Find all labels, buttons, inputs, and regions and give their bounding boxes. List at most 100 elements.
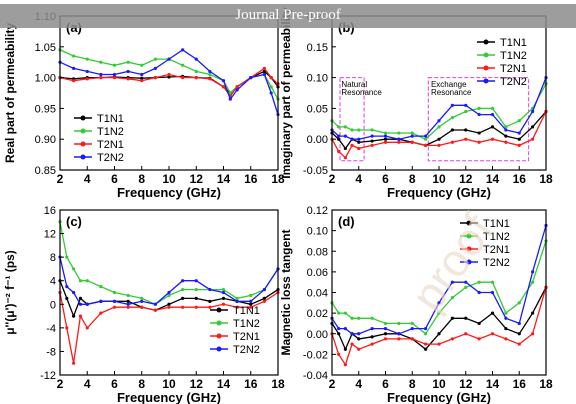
panel-label: (d)	[338, 214, 355, 229]
data-point-T1N1	[383, 332, 388, 336]
data-point-T2N2	[249, 299, 253, 303]
data-point-T1N2	[410, 321, 414, 326]
data-point-T1N2	[343, 125, 347, 129]
data-point-T2N1	[153, 76, 157, 80]
natural-resonance-box	[339, 77, 365, 162]
data-point-T2N2	[99, 72, 103, 77]
data-point-T1N1	[337, 332, 341, 336]
data-point-T2N2	[464, 280, 468, 284]
y-tick-label: -0.04	[303, 370, 328, 382]
data-point-T2N2	[112, 72, 117, 77]
data-point-T2N2	[517, 131, 521, 135]
x-axis-label: Frequency (GHz)	[117, 390, 221, 404]
data-point-T2N1	[517, 342, 521, 346]
legend-marker	[216, 320, 222, 326]
legend-marker	[466, 220, 472, 226]
data-point-T1N2	[337, 125, 341, 129]
data-point-T2N2	[531, 109, 535, 114]
data-point-T2N1	[78, 314, 83, 318]
y-tick-label: 0.05	[307, 103, 328, 115]
data-point-T2N1	[504, 337, 508, 341]
pre-proof-banner-text: Journal Pre-proof	[235, 7, 341, 23]
data-point-T1N2	[350, 316, 354, 320]
data-point-T2N2	[228, 97, 232, 101]
data-point-T2N2	[350, 332, 354, 336]
data-point-T2N1	[350, 143, 354, 147]
y-tick-label: 0.85	[35, 165, 56, 177]
data-point-T2N1	[72, 361, 76, 365]
data-point-T1N1	[140, 76, 144, 80]
x-tick-label: 4	[84, 377, 91, 391]
data-point-T1N1	[343, 347, 347, 351]
data-point-T2N1	[531, 137, 535, 141]
data-point-T1N2	[221, 287, 226, 292]
data-point-T1N2	[343, 311, 347, 315]
data-point-T1N1	[194, 296, 198, 300]
data-point-T1N2	[72, 267, 76, 271]
x-tick-label: 16	[244, 377, 258, 391]
legend-marker	[483, 78, 489, 84]
data-point-T1N2	[140, 63, 144, 67]
data-point-T1N1	[126, 299, 130, 303]
legend-marker	[466, 233, 472, 239]
data-point-T2N2	[126, 69, 130, 74]
y-tick-label: 1.05	[35, 42, 56, 54]
data-point-T1N2	[424, 332, 428, 336]
data-point-T1N1	[517, 332, 521, 336]
data-point-T2N1	[269, 76, 273, 80]
data-point-T2N1	[262, 66, 266, 70]
data-point-T2N1	[397, 140, 401, 144]
legend-marker	[216, 346, 222, 352]
data-point-T2N2	[531, 270, 535, 274]
data-point-T2N1	[504, 140, 508, 144]
data-point-T1N1	[262, 69, 266, 74]
data-point-T2N2	[167, 57, 171, 61]
y-tick-label: 0.06	[307, 267, 328, 279]
data-point-T1N2	[112, 290, 117, 295]
data-point-T1N1	[208, 299, 212, 303]
legend-label: T2N2	[97, 152, 124, 164]
data-point-T1N1	[531, 125, 535, 129]
x-tick-label: 12	[459, 377, 473, 391]
data-point-T2N2	[167, 290, 171, 295]
data-point-T2N1	[397, 337, 401, 341]
data-point-T2N1	[450, 337, 454, 341]
data-point-T2N2	[370, 134, 374, 138]
x-tick-label: 18	[271, 172, 285, 186]
legend-label: T2N1	[233, 331, 260, 343]
data-point-T2N1	[112, 305, 117, 309]
legend-label: T2N2	[500, 76, 527, 88]
y-tick-label: -0.05	[303, 165, 328, 177]
data-point-T2N1	[383, 337, 388, 341]
data-point-T2N2	[397, 332, 401, 336]
y-tick-label: 0.08	[307, 246, 328, 258]
data-point-T2N2	[208, 287, 212, 292]
x-tick-label: 18	[271, 377, 285, 391]
data-point-T2N2	[383, 326, 388, 331]
data-point-T1N2	[337, 311, 341, 315]
x-tick-label: 2	[57, 377, 64, 391]
x-tick-label: 12	[459, 172, 473, 186]
x-tick-label: 4	[355, 377, 362, 391]
data-point-T2N2	[343, 134, 347, 138]
data-point-T2N1	[194, 76, 198, 80]
data-point-T2N1	[65, 326, 69, 330]
data-point-T1N2	[424, 137, 428, 141]
chart-panel-3: 2 4 6 8 10 12 14 16 18 -0.04 -0.02 0.00 0.02 0.04 0.06…	[279, 205, 553, 404]
data-point-T1N2	[490, 280, 495, 284]
data-point-T1N1	[343, 146, 347, 151]
data-point-T1N2	[167, 293, 171, 298]
data-point-T2N1	[112, 76, 117, 80]
data-point-T2N1	[337, 352, 341, 356]
data-point-T2N1	[477, 140, 481, 144]
chart-panel-2: 2 4 6 8 10 12 14 16 18 -12 -8 -4 0 4 8 12 16 Frequency (G…	[3, 205, 285, 404]
plot-frame	[59, 15, 279, 171]
x-tick-label: 14	[217, 377, 231, 391]
y-axis-label: Magnetic loss tangent	[279, 229, 293, 355]
data-point-T2N2	[410, 326, 414, 331]
data-point-T2N1	[181, 76, 185, 80]
data-point-T2N1	[410, 337, 414, 341]
data-point-T1N2	[126, 293, 130, 298]
data-point-T1N1	[72, 314, 76, 318]
